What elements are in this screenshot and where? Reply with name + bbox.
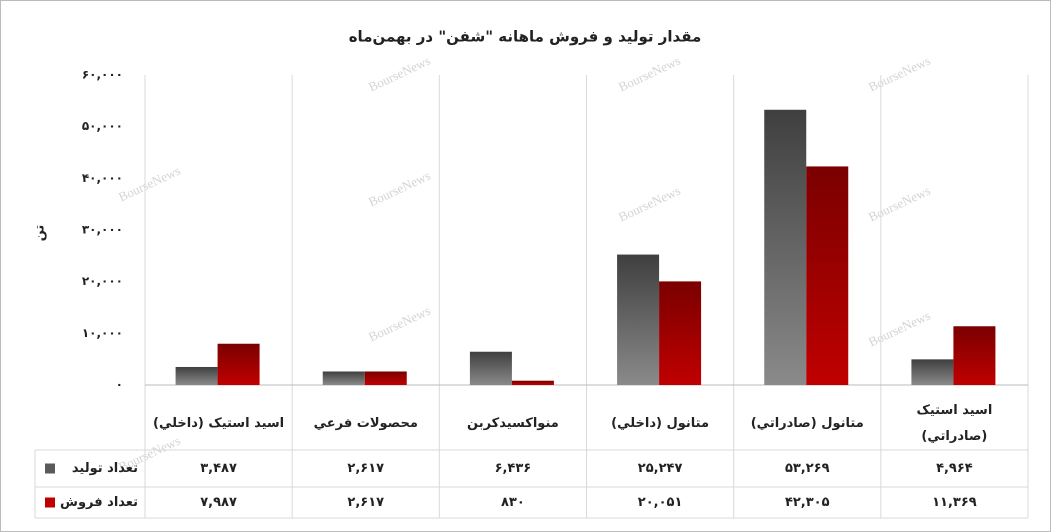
- x-tick-label: منواکسیدکربن: [467, 416, 559, 431]
- table-value: ۲۵,۲۴۷: [638, 461, 683, 476]
- x-tick-label: اسید استیک (داخلي): [153, 416, 285, 431]
- table-value: ۴,۹۶۴: [936, 461, 973, 476]
- bar: [911, 359, 954, 385]
- bar: [469, 351, 512, 385]
- y-axis-label: تن: [33, 225, 48, 242]
- legend-swatch: [45, 463, 55, 474]
- y-tick-label: ۲۰,۰۰۰: [82, 274, 123, 288]
- bar: [175, 366, 218, 385]
- table-value: ۴۲,۳۰۵: [785, 495, 830, 510]
- bar: [364, 371, 407, 385]
- table-value: ۵۳,۲۶۹: [785, 461, 830, 476]
- bar: [806, 166, 849, 385]
- chart-title: مقدار تولید و فروش ماهانه "شفن" در بهمن‌…: [349, 28, 702, 46]
- legend-label: تعداد تولید: [72, 461, 138, 476]
- bar: [953, 326, 996, 385]
- x-tick-label: اسید استیک (صادراتي): [916, 403, 993, 444]
- x-tick-label-box: اسید استیک (داخلي): [153, 416, 285, 431]
- legend-swatch: [45, 497, 55, 508]
- x-tick-label-box: متانول (داخلي): [611, 416, 710, 431]
- x-tick-label-box: متانول (صادراتي): [750, 416, 864, 431]
- table-value: ۲۰,۰۵۱: [638, 495, 683, 510]
- table-value: ۱۱,۳۶۹: [932, 495, 977, 510]
- table-value: ۶,۴۳۶: [495, 461, 532, 476]
- table-value: ۲,۶۱۷: [347, 461, 384, 476]
- x-tick-label-box: محصولات فرعي: [313, 416, 418, 431]
- bar: [511, 380, 554, 385]
- table-value: ۲,۶۱۷: [347, 495, 384, 510]
- y-tick-label: ۱۰,۰۰۰: [82, 326, 123, 340]
- x-tick-label-box: اسید استیک (صادراتي): [916, 403, 993, 444]
- bar: [659, 281, 702, 385]
- bar: [617, 254, 660, 385]
- y-tick-label: ۶۰,۰۰۰: [82, 68, 123, 82]
- x-tick-label: متانول (داخلي): [611, 416, 710, 431]
- legend-label: تعداد فروش: [60, 495, 138, 510]
- bar: [217, 343, 260, 385]
- y-tick-label: ۵۰,۰۰۰: [82, 119, 123, 133]
- y-tick-label: ۴۰,۰۰۰: [82, 171, 123, 185]
- bar: [764, 109, 807, 386]
- table-value: ۳,۴۸۷: [200, 461, 237, 476]
- y-tick-label: ۳۰,۰۰۰: [82, 223, 123, 237]
- table-value: ۸۳۰: [501, 495, 525, 510]
- x-tick-label-box: منواکسیدکربن: [467, 416, 559, 431]
- bar: [322, 371, 365, 385]
- table-value: ۷,۹۸۷: [200, 495, 237, 510]
- x-tick-label: محصولات فرعي: [313, 416, 418, 431]
- y-tick-label: ۰: [116, 378, 123, 392]
- x-tick-label: متانول (صادراتي): [750, 416, 864, 431]
